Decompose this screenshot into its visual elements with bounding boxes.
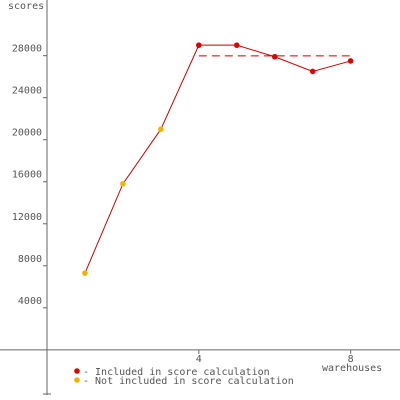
data-point bbox=[120, 181, 126, 187]
x-tick-label: 4 bbox=[196, 354, 202, 365]
y-tick-label: 8000 bbox=[18, 254, 42, 265]
data-point bbox=[82, 270, 88, 276]
data-point bbox=[271, 53, 278, 60]
data-point bbox=[233, 42, 240, 48]
y-tick-label: 24000 bbox=[12, 86, 42, 97]
legend-label: - Not included in score calculation bbox=[83, 376, 294, 387]
data-point bbox=[196, 42, 202, 48]
y-tick-label: 28000 bbox=[12, 44, 42, 55]
y-tick-label: 12000 bbox=[12, 212, 42, 223]
legend-marker bbox=[74, 368, 80, 374]
y-tick-label: 16000 bbox=[12, 170, 42, 181]
y-tick-label: 4000 bbox=[18, 296, 42, 307]
x-axis-label: warehouses bbox=[322, 363, 382, 374]
x-tick-label: 8 bbox=[348, 354, 354, 365]
score-curve bbox=[84, 44, 351, 274]
legend-marker bbox=[74, 377, 80, 383]
y-tick-label: 20000 bbox=[12, 128, 42, 139]
data-point bbox=[347, 58, 354, 64]
data-point bbox=[158, 126, 164, 133]
y-axis-label: scores bbox=[8, 1, 44, 12]
legend-label: - Included in score calculation bbox=[83, 367, 270, 378]
data-point bbox=[309, 68, 316, 75]
